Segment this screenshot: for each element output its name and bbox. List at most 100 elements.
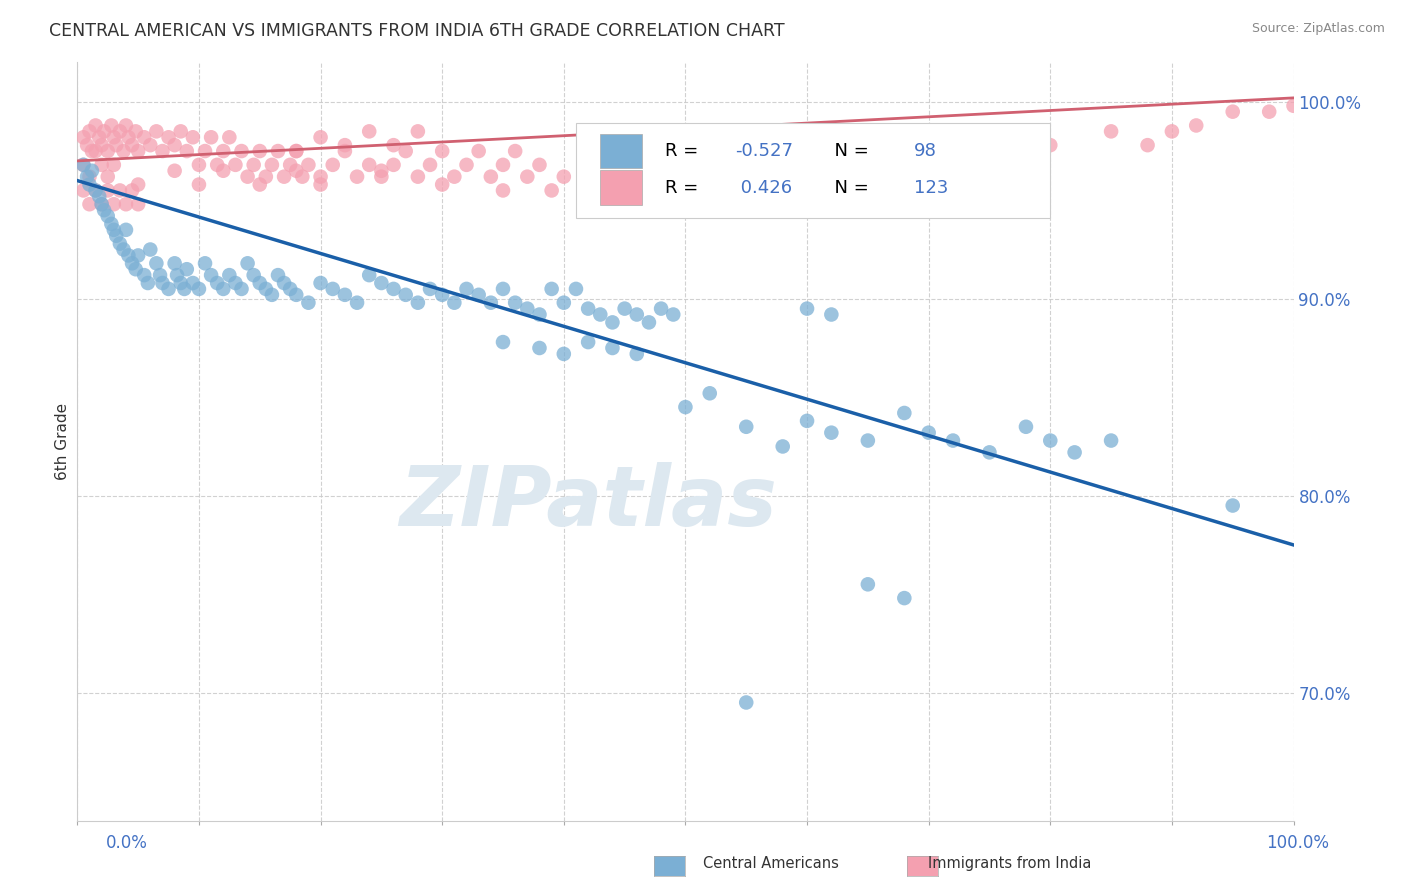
Text: CENTRAL AMERICAN VS IMMIGRANTS FROM INDIA 6TH GRADE CORRELATION CHART: CENTRAL AMERICAN VS IMMIGRANTS FROM INDI…: [49, 22, 785, 40]
Point: [735, 419, 758, 434]
Point: [84, 119, 107, 133]
Point: [84, 144, 107, 158]
Point: [1222, 499, 1244, 513]
Point: [108, 236, 131, 251]
Point: [205, 158, 228, 172]
FancyBboxPatch shape: [600, 170, 641, 204]
Point: [212, 144, 235, 158]
Point: [1185, 119, 1208, 133]
Point: [503, 295, 526, 310]
Point: [430, 178, 453, 192]
Point: [359, 268, 381, 282]
Point: [699, 386, 721, 401]
Point: [602, 341, 624, 355]
Point: [115, 223, 138, 237]
Point: [540, 282, 562, 296]
Point: [626, 308, 648, 322]
Point: [105, 138, 128, 153]
Point: [93, 203, 115, 218]
Point: [291, 169, 314, 184]
Point: [139, 138, 162, 153]
Point: [492, 282, 515, 296]
Point: [254, 282, 277, 296]
Point: [125, 262, 148, 277]
Point: [638, 315, 661, 329]
Point: [479, 295, 502, 310]
Point: [212, 282, 235, 296]
Point: [115, 119, 138, 133]
Point: [127, 178, 149, 192]
Point: [406, 169, 429, 184]
Point: [103, 223, 125, 237]
Point: [309, 169, 332, 184]
Point: [79, 169, 101, 184]
Point: [309, 130, 332, 145]
Point: [1161, 124, 1184, 138]
Point: [103, 158, 125, 172]
Point: [1063, 445, 1085, 459]
Point: [1258, 104, 1281, 119]
Point: [181, 276, 204, 290]
Point: [170, 124, 193, 138]
Point: [309, 178, 332, 192]
Point: [278, 282, 301, 296]
Point: [100, 119, 122, 133]
Point: [503, 144, 526, 158]
Point: [979, 150, 1001, 164]
Point: [121, 184, 143, 198]
Point: [1222, 104, 1244, 119]
Point: [267, 268, 290, 282]
Point: [675, 163, 697, 178]
Point: [820, 425, 842, 440]
Point: [127, 197, 149, 211]
Point: [359, 158, 381, 172]
Point: [613, 301, 636, 316]
Point: [370, 169, 392, 184]
Point: [322, 282, 344, 296]
Text: R =: R =: [665, 178, 704, 196]
Point: [273, 169, 295, 184]
Point: [430, 288, 453, 302]
Text: Immigrants from India: Immigrants from India: [928, 856, 1091, 871]
Point: [112, 144, 135, 158]
Point: [1099, 434, 1122, 448]
Point: [382, 158, 405, 172]
Point: [176, 262, 198, 277]
Point: [249, 144, 271, 158]
Point: [456, 158, 478, 172]
Point: [285, 144, 308, 158]
Point: [382, 138, 405, 153]
Point: [90, 138, 112, 153]
Point: [602, 184, 624, 198]
Point: [90, 197, 112, 211]
Point: [942, 434, 965, 448]
Point: [100, 217, 122, 231]
Point: [540, 184, 562, 198]
Point: [322, 158, 344, 172]
Point: [267, 144, 290, 158]
Point: [236, 169, 259, 184]
Point: [152, 276, 174, 290]
Point: [419, 158, 441, 172]
Point: [76, 169, 98, 184]
Point: [90, 158, 112, 172]
Point: [188, 158, 211, 172]
Point: [72, 130, 94, 145]
Point: [278, 158, 301, 172]
Point: [242, 268, 264, 282]
Point: [173, 282, 195, 296]
Point: [297, 295, 319, 310]
Point: [93, 124, 115, 138]
Point: [163, 256, 186, 270]
Point: [675, 400, 697, 414]
Point: [492, 184, 515, 198]
FancyBboxPatch shape: [600, 134, 641, 169]
Point: [979, 445, 1001, 459]
Point: [492, 335, 515, 350]
Point: [224, 276, 246, 290]
Point: [346, 169, 368, 184]
Point: [134, 268, 156, 282]
Point: [893, 406, 915, 420]
Point: [529, 341, 551, 355]
Point: [529, 308, 551, 322]
